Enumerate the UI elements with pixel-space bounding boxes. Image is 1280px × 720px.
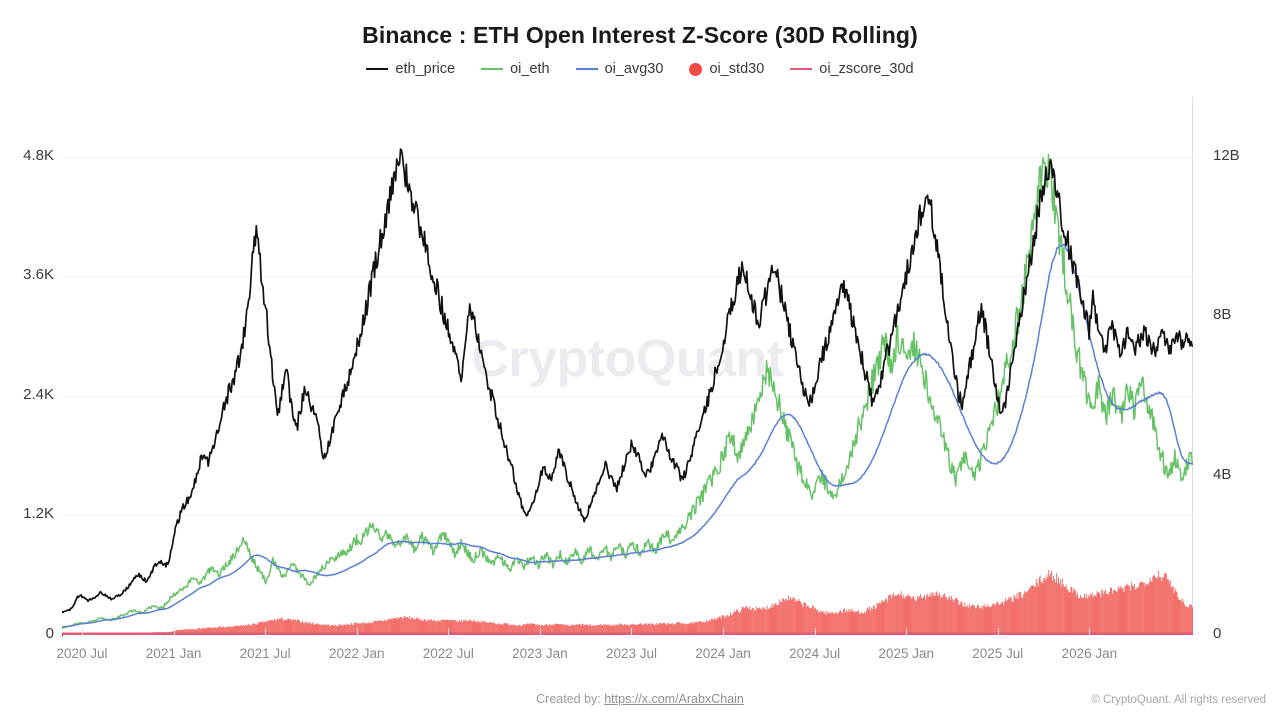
legend-item-oi-zscore-30d[interactable]: oi_zscore_30d [790,61,914,77]
legend-line-icon [481,68,504,71]
legend-label: eth_price [395,61,456,77]
x-tick-mark [82,628,83,635]
gridline [62,276,1193,278]
x-tick-mark [265,628,267,635]
chart-legend: eth_price oi_eth oi_avg30 oi_std30 oi_zscore… [0,62,1280,77]
legend-line-icon [790,68,813,71]
x-tick: 2021 Jul [239,646,291,661]
page-title: Binance : ETH Open Interest Z-Score (30D… [362,22,918,48]
x-tick-mark [356,628,358,635]
footer-credit: Created by: https://x.com/ArabxChain [0,692,1280,706]
x-tick: 2023 Jul [605,646,657,661]
y-tick-right: 0 [1213,625,1222,642]
y-tick-left: 1.2K [23,505,54,523]
y-tick-left: 2.4K [23,385,54,403]
footer-credit-prefix: Created by: [536,692,605,706]
x-tick: 2021 Jan [145,646,202,661]
y-tick-left: 3.6K [23,266,54,284]
legend-item-oi-eth[interactable]: oi_eth [481,62,550,77]
y-tick-left: 0 [45,625,54,642]
x-tick: 2022 Jan [328,646,385,661]
series-oi-std30-bars [62,569,1193,635]
x-tick-mark [173,628,175,635]
x-tick-mark [997,628,999,635]
x-tick: 2026 Jan [1061,646,1118,661]
gridline [62,156,1193,158]
footer-copyright: © CryptoQuant. All rights reserved [1091,694,1266,706]
legend-item-oi-avg30[interactable]: oi_avg30 [575,61,664,77]
footer-credit-link[interactable]: https://x.com/ArabxChain [604,692,744,706]
y-tick-left: 4.8K [23,146,54,164]
x-tick: 2024 Jul [789,646,841,661]
x-tick: 2022 Jul [422,646,474,661]
x-tick-mark [814,628,816,635]
x-tick-mark [1089,628,1091,635]
legend-label: oi_std30 [709,61,765,77]
x-tick: 2025 Jul [972,646,1024,661]
legend-dot-icon [689,62,703,76]
legend-item-eth-price[interactable]: eth_price [366,62,455,77]
series-layer [62,148,1193,635]
x-tick-mark [631,628,633,635]
legend-label: oi_avg30 [604,61,664,77]
y-tick-right: 8B [1213,306,1232,324]
legend-label: oi_eth [510,61,550,77]
gridline [62,395,1193,397]
plot-area: CryptoQuant [62,97,1193,635]
legend-line-icon [366,68,389,71]
series-eth-price [62,148,1193,614]
x-tick: 2023 Jan [512,646,568,661]
x-tick-mark [539,628,541,635]
legend-label: oi_zscore_30d [819,61,914,77]
x-tick-mark [448,628,450,635]
x-tick: 2024 Jan [695,646,751,661]
x-tick: 2020 Jul [56,646,108,661]
series-oi-avg30 [62,243,1193,628]
legend-item-oi-std30[interactable]: oi_std30 [689,62,764,77]
y-tick-right: 12B [1213,146,1240,164]
x-tick: 2025 Jan [878,646,934,661]
legend-line-icon [575,68,598,71]
y-tick-right: 4B [1213,465,1232,483]
gridline [62,515,1193,517]
x-tick-mark [906,628,908,635]
x-tick-mark [723,628,725,635]
